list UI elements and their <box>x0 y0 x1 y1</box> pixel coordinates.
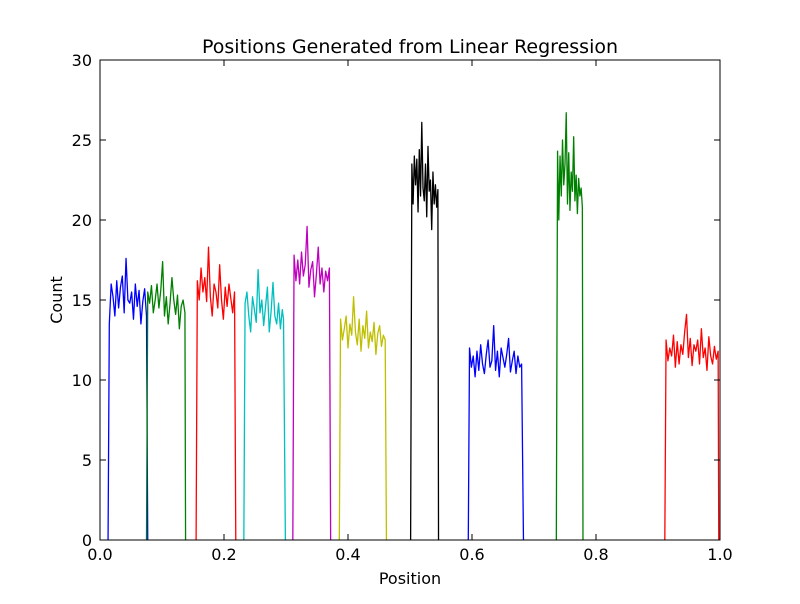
x-tick-label: 0.0 <box>87 545 112 564</box>
y-tick-label: 0 <box>82 531 92 550</box>
series-line-6 <box>338 296 388 541</box>
y-tick-label: 25 <box>72 131 92 150</box>
series-line-9 <box>555 112 584 541</box>
series-line-7 <box>409 121 440 541</box>
series-line-5 <box>292 225 332 541</box>
y-tick-label: 10 <box>72 371 92 390</box>
series-line-10 <box>664 313 720 541</box>
y-tick-label: 20 <box>72 211 92 230</box>
chart-title: Positions Generated from Linear Regressi… <box>202 36 618 58</box>
series-line-4 <box>243 268 287 541</box>
x-tick-label: 0.4 <box>335 545 360 564</box>
x-tick-label: 0.6 <box>459 545 484 564</box>
series-line-2 <box>145 260 187 541</box>
series-line-1 <box>107 257 149 541</box>
x-tick-label: 1.0 <box>707 545 732 564</box>
series-line-8 <box>467 324 525 541</box>
tick-layer: 0.0 0.2 0.4 0.6 0.8 1.0 0 5 10 15 20 25 30 <box>72 51 733 564</box>
y-tick-label: 5 <box>82 451 92 470</box>
x-tick-label: 0.8 <box>583 545 608 564</box>
y-axis-label: Count <box>47 276 66 324</box>
x-axis-label: Position <box>379 569 441 588</box>
y-tick-label: 30 <box>72 51 92 70</box>
series-line-3 <box>195 246 237 541</box>
x-tick-label: 0.2 <box>211 545 236 564</box>
y-tick-label: 15 <box>72 291 92 310</box>
series-layer <box>107 112 720 541</box>
